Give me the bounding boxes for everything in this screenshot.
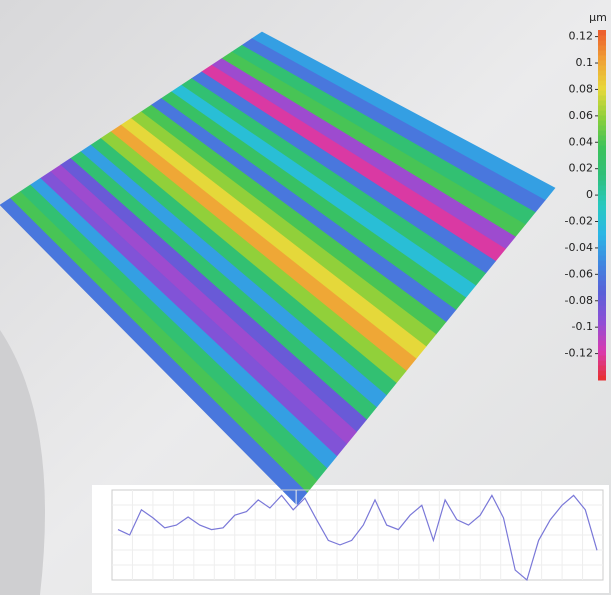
- colorbar-tick-label: 0.06: [569, 109, 594, 122]
- colorbar-segment: [598, 360, 606, 366]
- colorbar-segment: [598, 280, 606, 286]
- colorbar-segment: [598, 185, 606, 191]
- colorbar-segment: [598, 350, 606, 356]
- colorbar-segment: [598, 150, 606, 156]
- colorbar-segment: [598, 170, 606, 176]
- colorbar-segment: [598, 180, 606, 186]
- colorbar-segment: [598, 365, 606, 371]
- colorbar-segment: [598, 95, 606, 101]
- colorbar-unit: µm: [589, 11, 607, 24]
- colorbar-segment: [598, 60, 606, 66]
- colorbar-segment: [598, 80, 606, 86]
- colorbar-segment: [598, 260, 606, 266]
- colorbar-segment: [598, 300, 606, 306]
- colorbar-segment: [598, 305, 606, 311]
- colorbar-segment: [598, 315, 606, 321]
- colorbar-segment: [598, 290, 606, 296]
- colorbar-segment: [598, 175, 606, 181]
- profile-line: [117, 494, 598, 582]
- colorbar-segment: [598, 265, 606, 271]
- colorbar-segment: [598, 40, 606, 46]
- colorbar-segment: [598, 225, 606, 231]
- colorbar-segment: [598, 160, 606, 166]
- colorbar-segment: [598, 110, 606, 116]
- colorbar-tick-label: 0.02: [569, 162, 594, 175]
- colorbar-segment: [598, 255, 606, 261]
- colorbar-segment: [598, 85, 606, 91]
- colorbar-tick-label: -0.02: [565, 215, 593, 228]
- colorbar-segment: [598, 35, 606, 41]
- colorbar-segment: [598, 205, 606, 211]
- colorbar-segment: [598, 200, 606, 206]
- colorbar-segment: [598, 240, 606, 246]
- colorbar-tick-label: -0.12: [565, 347, 593, 360]
- colorbar-segment: [598, 55, 606, 61]
- colorbar-segment: [598, 65, 606, 71]
- colorbar-segment: [598, 320, 606, 326]
- colorbar-tick-label: -0.1: [572, 320, 593, 333]
- colorbar-segment: [598, 125, 606, 131]
- colorbar-segment: [598, 355, 606, 361]
- colorbar-segment: [598, 210, 606, 216]
- colorbar-segment: [598, 130, 606, 136]
- colorbar-segment: [598, 275, 606, 281]
- colorbar-segment: [598, 135, 606, 141]
- colorbar-segment: [598, 375, 606, 381]
- colorbar-segment: [598, 345, 606, 351]
- colorbar-segment: [598, 310, 606, 316]
- colorbar-segment: [598, 120, 606, 126]
- colorbar-segment: [598, 340, 606, 346]
- colorbar-segment: [598, 330, 606, 336]
- colorbar-segment: [598, 230, 606, 236]
- colorbar-tick-label: 0: [586, 188, 593, 201]
- colorbar-segment: [598, 30, 606, 36]
- colorbar-segment: [598, 190, 606, 196]
- colorbar-segment: [598, 215, 606, 221]
- colorbar-segment: [598, 100, 606, 106]
- colorbar-segment: [598, 220, 606, 226]
- surface: [0, 31, 556, 506]
- colorbar-segment: [598, 75, 606, 81]
- colorbar-segment: [598, 195, 606, 201]
- colorbar-segment: [598, 105, 606, 111]
- colorbar-segment: [598, 115, 606, 121]
- colorbar-segment: [598, 90, 606, 96]
- colorbar-segment: [598, 250, 606, 256]
- colorbar-segment: [598, 155, 606, 161]
- profile-panel: [92, 485, 609, 593]
- colorbar-segment: [598, 245, 606, 251]
- colorbar-segment: [598, 45, 606, 51]
- colorbar-tick-label: 0.12: [569, 30, 594, 43]
- colorbar-segment: [598, 140, 606, 146]
- colorbar-tick-label: -0.06: [565, 267, 593, 280]
- colorbar-segment: [598, 335, 606, 341]
- colorbar-segment: [598, 295, 606, 301]
- colorbar-tick-label: 0.1: [576, 56, 594, 69]
- colorbar-segment: [598, 270, 606, 276]
- colorbar-tick-label: -0.04: [565, 241, 593, 254]
- profile-plot: [111, 489, 604, 582]
- colorbar-segment: [598, 235, 606, 241]
- colorbar-segment: [598, 370, 606, 376]
- colorbar-segment: [598, 285, 606, 291]
- colorbar-segment: [598, 325, 606, 331]
- colorbar-tick-label: 0.04: [569, 135, 594, 148]
- colorbar-segment: [598, 145, 606, 151]
- backdrop-shape: [0, 330, 45, 595]
- colorbar-tick-label: -0.08: [565, 294, 593, 307]
- colorbar-segment: [598, 50, 606, 56]
- colorbar: 0.12 0.1 0.08 0.06 0.04 0.02 0 -0.02 -0.04 -0.06 -…: [565, 30, 606, 381]
- colorbar-segment: [598, 165, 606, 171]
- colorbar-tick-label: 0.08: [569, 82, 594, 95]
- colorbar-segment: [598, 70, 606, 76]
